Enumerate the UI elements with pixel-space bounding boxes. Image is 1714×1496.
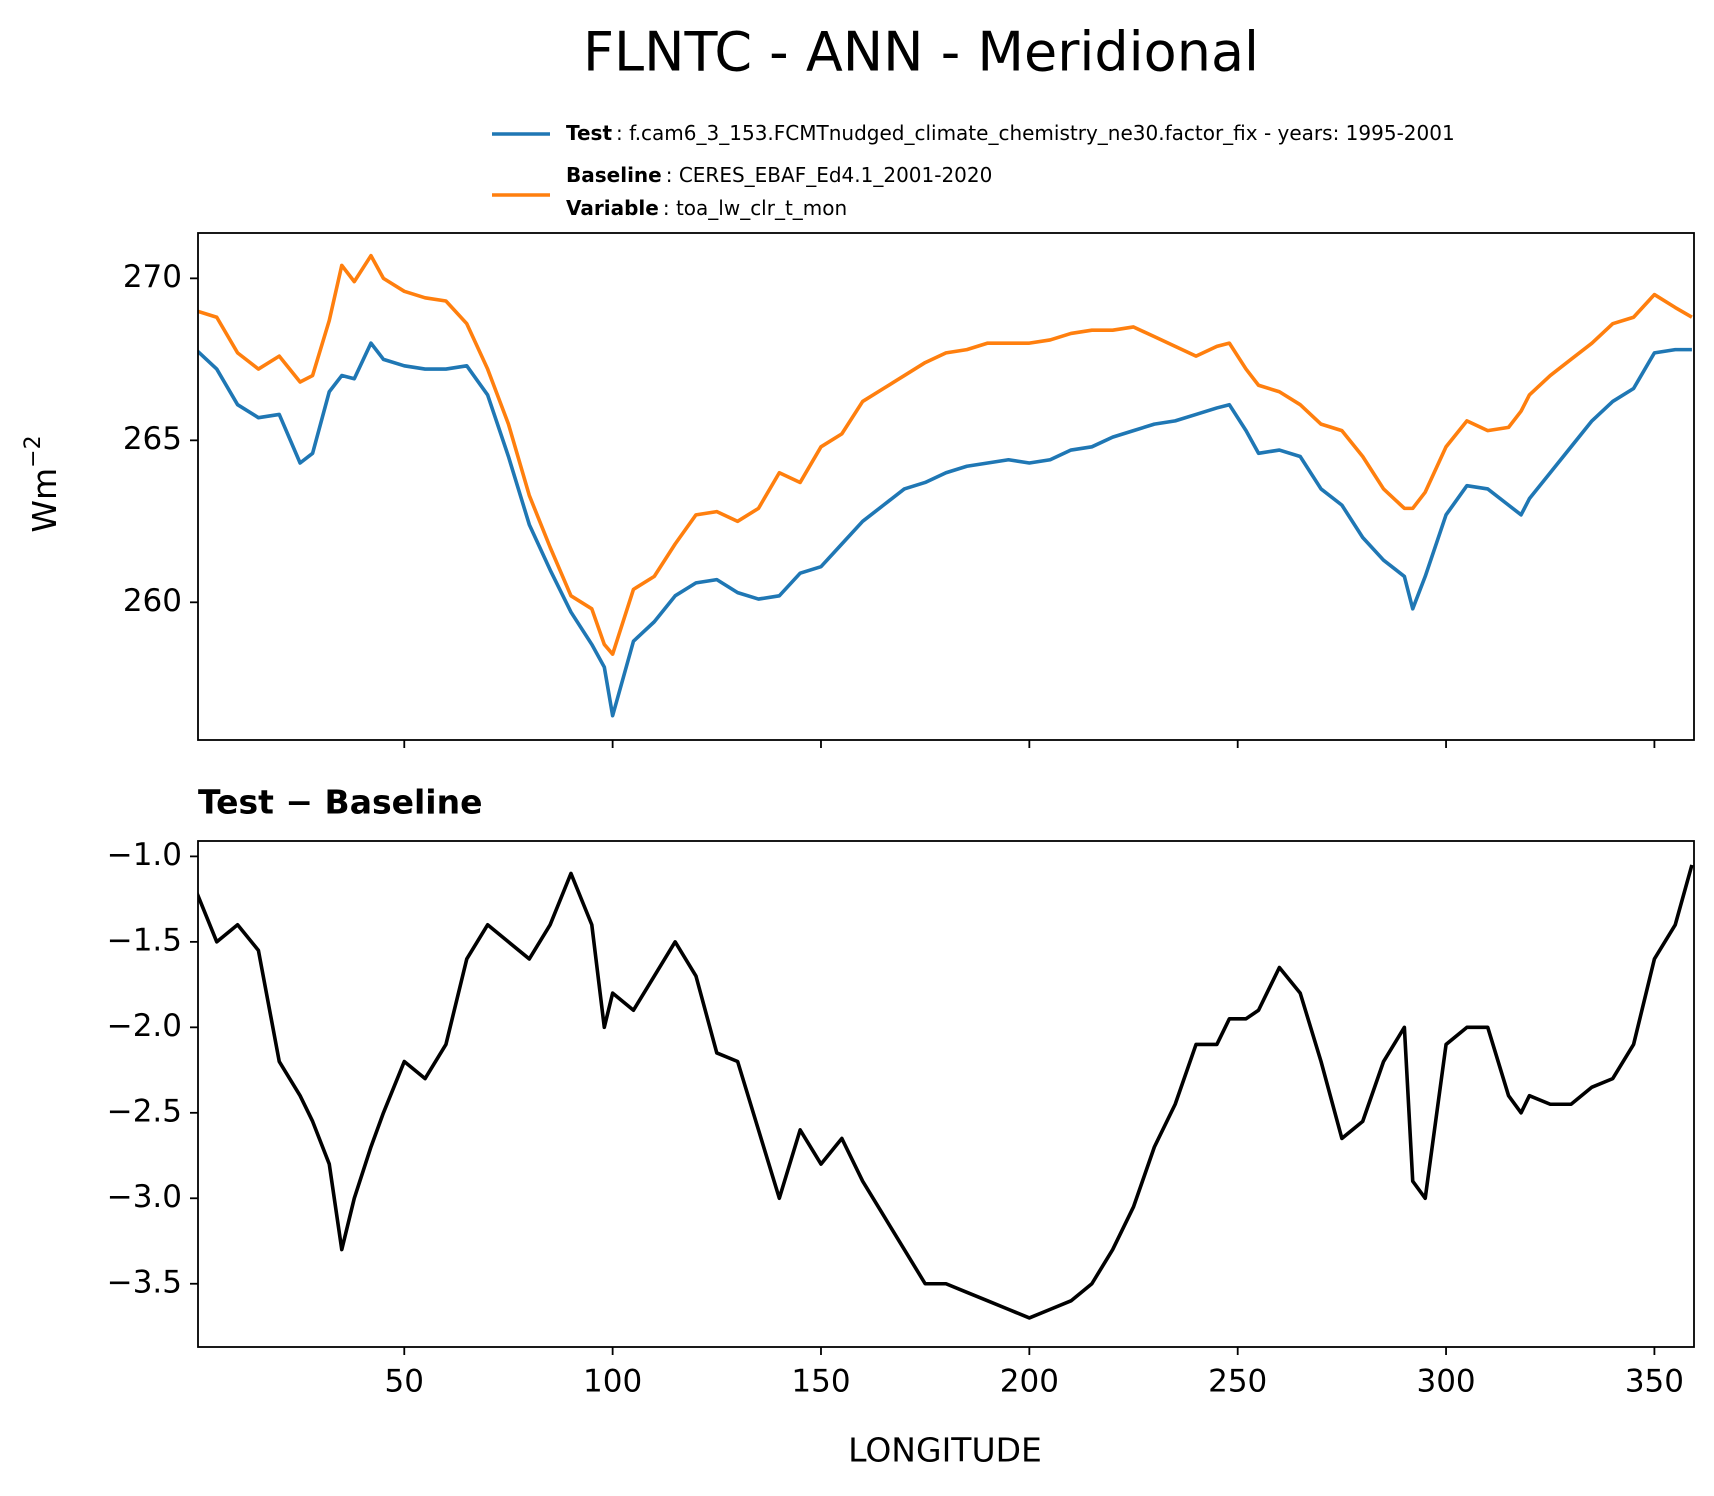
axes-frame [197, 232, 1695, 741]
y-tick-label: 270 [123, 259, 182, 295]
x-axis-label: LONGITUDE [848, 1431, 1042, 1470]
x-tick-label: 350 [1625, 1364, 1684, 1400]
x-tick-label: 250 [1208, 1364, 1267, 1400]
x-tick-label: 200 [1000, 1364, 1059, 1400]
y-tick-label: −2.5 [107, 1093, 182, 1129]
y-label-base: Wm [25, 468, 64, 533]
legend-entry: Variable: toa_lw_clr_t_mon [566, 196, 847, 220]
y-label-sup: −2 [21, 435, 46, 467]
y-tick-label: −1.0 [107, 837, 182, 873]
figure-title: FLNTC - ANN - Meridional [583, 21, 1259, 84]
y-tick-label: −3.5 [107, 1264, 182, 1300]
y-tick-label: −1.5 [107, 922, 182, 958]
y-tick-label: 265 [123, 421, 182, 457]
y-tick-label: −2.0 [107, 1008, 182, 1044]
x-tick-label: 50 [385, 1364, 424, 1400]
axes-frame [197, 840, 1695, 1348]
legend-text: : CERES_EBAF_Ed4.1_2001-2020 [666, 163, 993, 187]
series-line [198, 864, 1694, 1320]
legend-text: : toa_lw_clr_t_mon [663, 196, 847, 220]
x-tick-label: 150 [791, 1364, 850, 1400]
y-tick-label: −3.0 [107, 1179, 182, 1215]
y-tick-label: 260 [123, 583, 182, 619]
legend-entry: Test: f.cam6_3_153.FCMTnudged_climate_ch… [566, 121, 1455, 145]
legend-text: : f.cam6_3_153.FCMTnudged_climate_chemis… [616, 121, 1455, 145]
y-axis-label: Wm−2 [21, 435, 64, 532]
legend-label: Variable [566, 196, 659, 220]
legend-label: Test [566, 121, 612, 145]
x-tick-label: 100 [583, 1364, 642, 1400]
legend-entry: Baseline: CERES_EBAF_Ed4.1_2001-2020 [566, 163, 992, 187]
series-line [198, 341, 1692, 718]
legend-label: Baseline [566, 163, 662, 187]
x-tick-label: 300 [1416, 1364, 1475, 1400]
series-line [198, 253, 1693, 656]
diff-title: Test − Baseline [198, 783, 483, 822]
